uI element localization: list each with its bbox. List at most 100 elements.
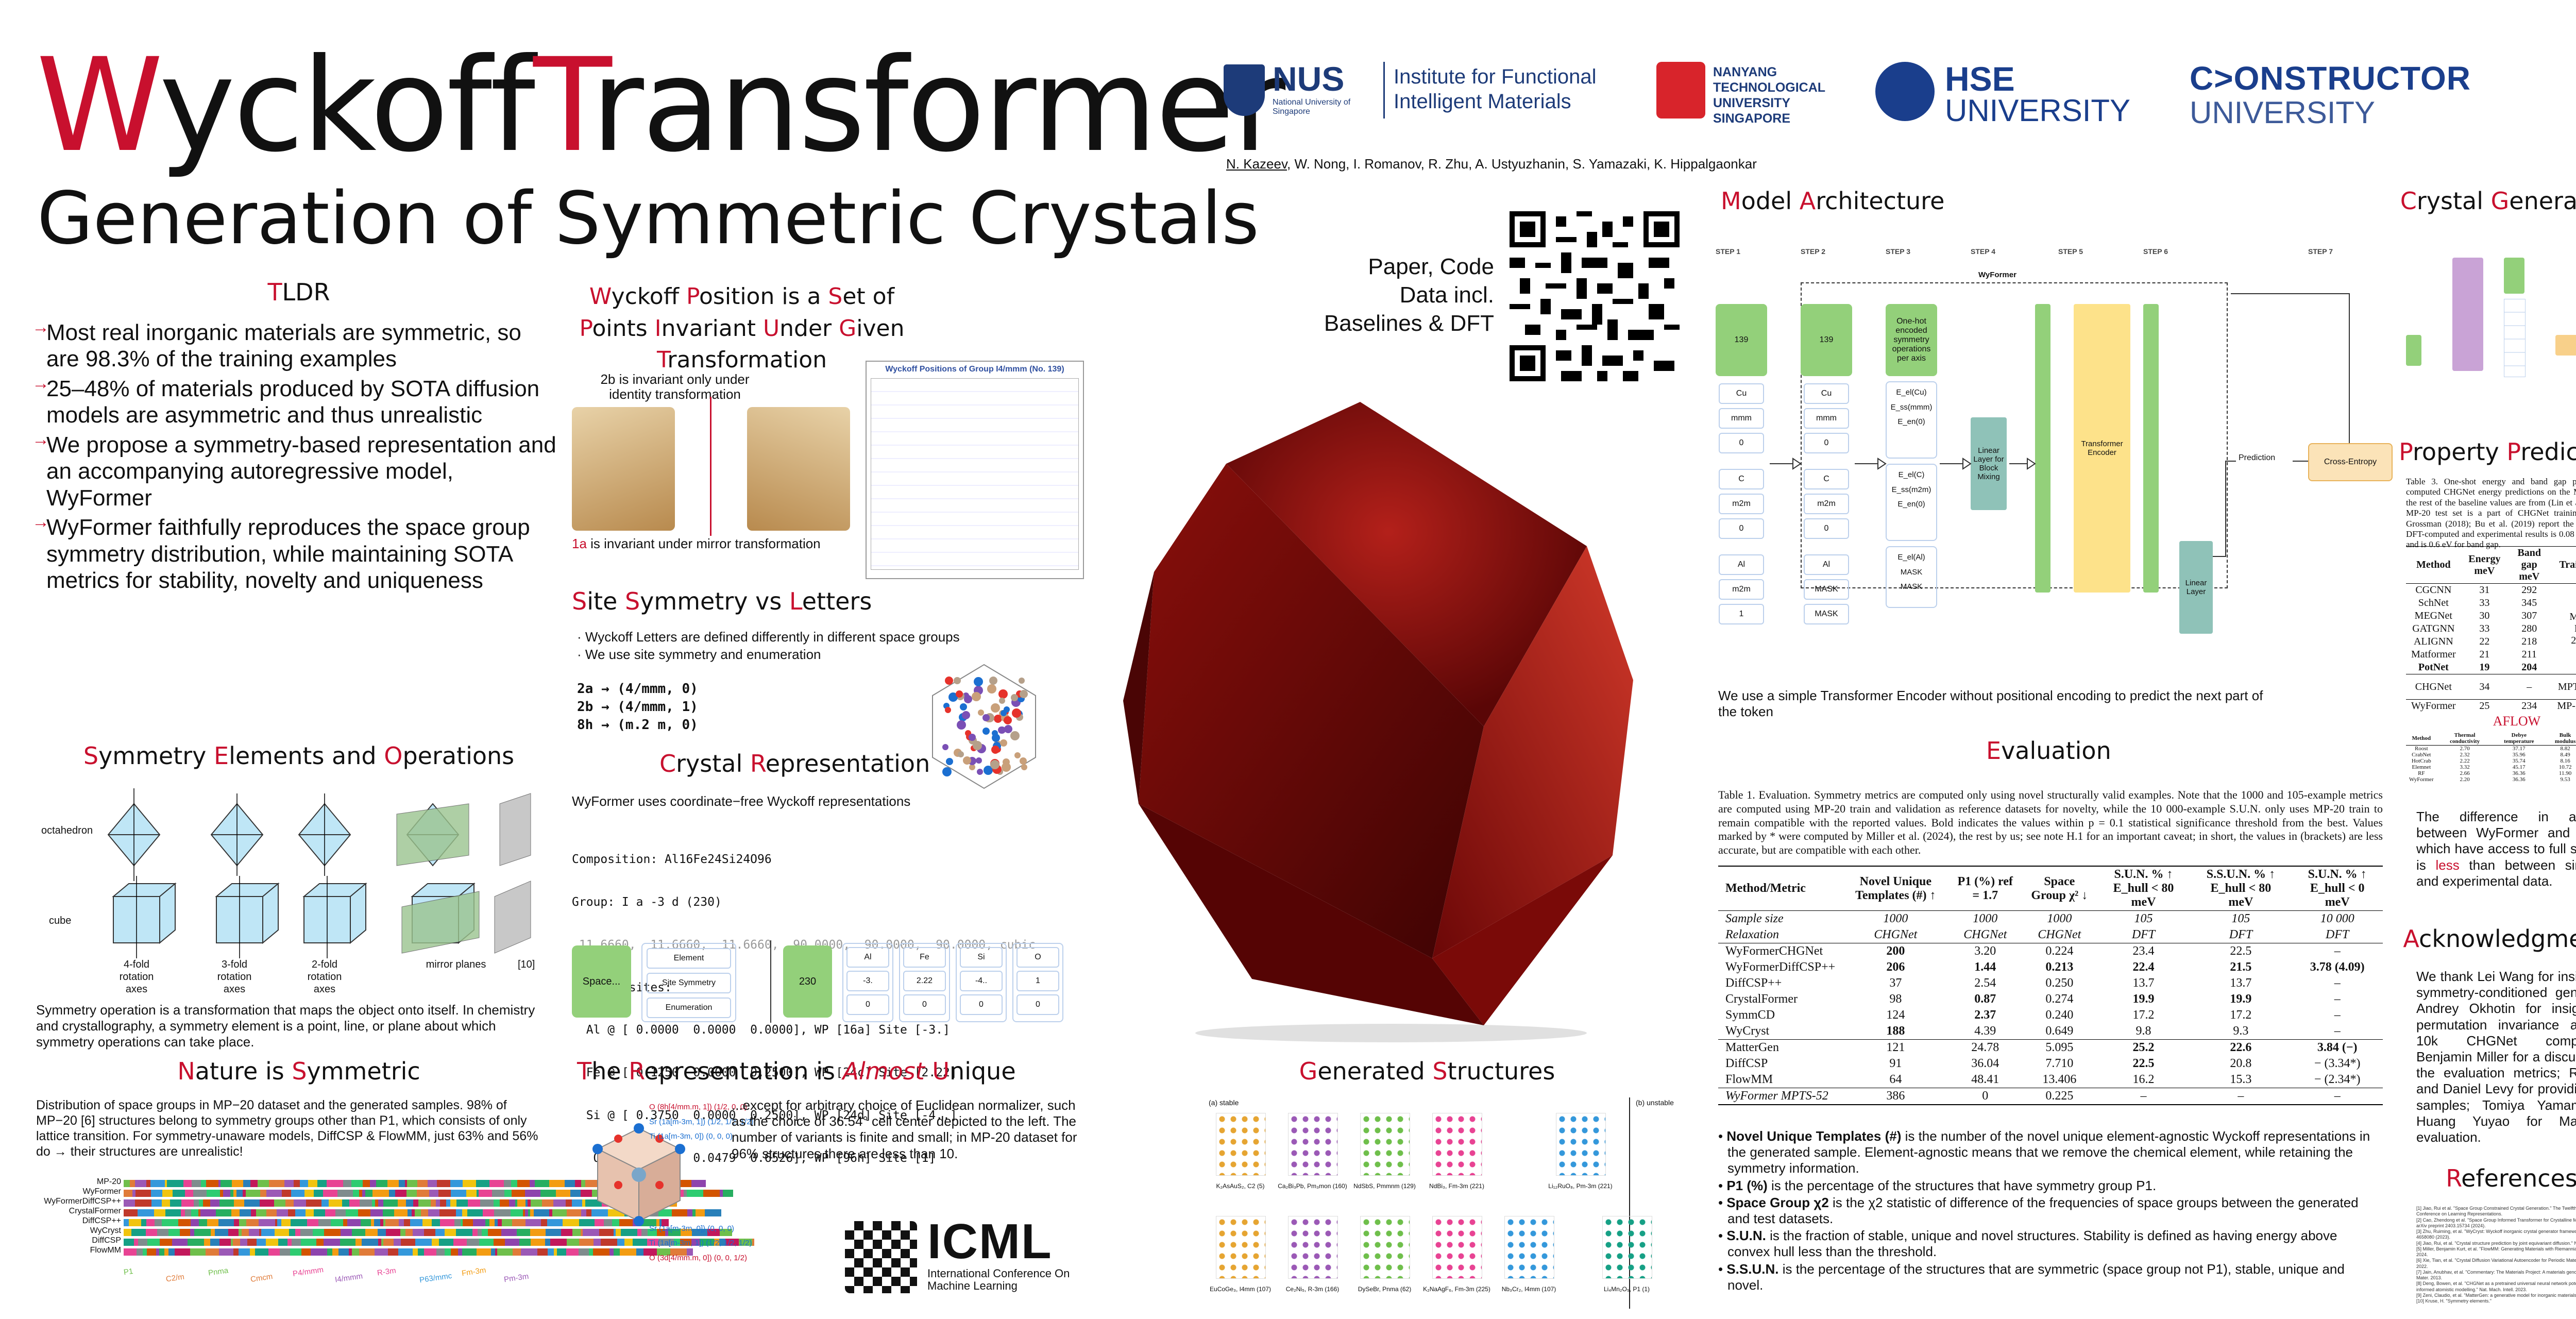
- label-2b: 2b is invariant only under identity tran…: [600, 371, 750, 402]
- generated-structure: Ce₂Ni₅, R-3m (166): [1278, 1211, 1347, 1309]
- aflow-cell: 9.53: [2560, 776, 2570, 783]
- eval-cell: CrystalFormer: [1725, 992, 1798, 1006]
- atom: [998, 726, 1005, 734]
- chart-segment: [231, 1239, 233, 1246]
- sym-col-label: mirror planes: [426, 959, 486, 970]
- chart-segment: [621, 1229, 637, 1236]
- token-cell: 1: [1016, 971, 1059, 991]
- chart-x-label: Fm-3m: [461, 1265, 487, 1278]
- chart-segment: [429, 1190, 438, 1197]
- structure-image: [1288, 1113, 1338, 1176]
- chart-segment: [609, 1248, 614, 1256]
- chart-segment: [155, 1219, 162, 1226]
- chart-segment: [147, 1248, 156, 1256]
- atom: [1004, 706, 1010, 713]
- chart-segment: [327, 1248, 332, 1256]
- chart-row-label: DiffCSP++: [82, 1216, 121, 1225]
- chart-segment: [424, 1248, 436, 1256]
- chart-segment: [162, 1190, 173, 1197]
- qr-code[interactable]: [1510, 211, 1680, 381]
- eval-cell: 13.406: [2042, 1073, 2077, 1086]
- chart-segment: [137, 1248, 143, 1256]
- chart-segment: [556, 1190, 570, 1197]
- eval-cell: 2.37: [1974, 1008, 1996, 1022]
- chart-segment: [548, 1248, 554, 1256]
- chart-segment: [658, 1239, 674, 1246]
- chart-segment: [530, 1209, 534, 1216]
- chart-segment: [404, 1219, 410, 1226]
- eval-cell: 105: [2231, 912, 2250, 925]
- chart-segment: [135, 1180, 146, 1187]
- chart-segment: [280, 1248, 290, 1256]
- prop-header: Train: [2550, 546, 2576, 584]
- chart-segment: [440, 1219, 454, 1226]
- prop-cell: PotNet: [2418, 662, 2449, 673]
- chart-segment: [306, 1199, 321, 1207]
- chart-segment: [141, 1219, 146, 1226]
- eval-note: • Space Group χ2 is the χ2 statistic of …: [1718, 1194, 2359, 1226]
- chart-segment: [124, 1180, 130, 1187]
- structure-label: K₂AsAuS₂, C2 (5): [1216, 1182, 1265, 1190]
- eval-cell: 24.78: [1948, 1039, 2022, 1056]
- aflow-cell: 2.32: [2460, 752, 2470, 758]
- chart-row-label: MP-20: [96, 1177, 121, 1186]
- aflow-cell: 37.17: [2512, 746, 2526, 752]
- generated-structure: DySeBr, Pnma (62): [1350, 1211, 1419, 1309]
- model-arch-diagram: STEP 1 STEP 2 STEP 3 STEP 4 STEP 5 STEP 6 STEP…: [1716, 247, 2401, 654]
- aflow-table: Method Thermal conductivity Debye temperat…: [2406, 732, 2576, 783]
- aflow-header: Thermal conductivity: [2436, 732, 2493, 746]
- chart-segment: [478, 1229, 482, 1236]
- chart-segment: [218, 1219, 234, 1226]
- chart-segment: [517, 1199, 526, 1207]
- chart-segment: [190, 1229, 194, 1236]
- chart-segment: [207, 1190, 220, 1197]
- chart-segment: [383, 1209, 394, 1216]
- atom: [1010, 731, 1020, 740]
- chart-segment: [692, 1229, 707, 1236]
- aflow-cell: 8.82: [2560, 746, 2570, 752]
- chart-segment: [287, 1239, 292, 1246]
- eval-cell: 2.54: [1974, 976, 1996, 990]
- chart-segment: [707, 1229, 720, 1236]
- eval-cell: 4.39: [1974, 1024, 1996, 1038]
- eval-cell: MatterGen: [1718, 1039, 1843, 1056]
- nus-crest-icon: [1224, 64, 1265, 116]
- eval-cell: 1000: [2047, 912, 2072, 925]
- chart-segment: [703, 1190, 720, 1197]
- chart-segment: [480, 1199, 494, 1207]
- chart-segment: [549, 1180, 565, 1187]
- chart-segment: [546, 1229, 561, 1236]
- eval-cell: 13.7: [2230, 976, 2252, 990]
- nature-text: Distribution of space groups in MP−20 da…: [36, 1098, 538, 1159]
- chart-segment: [178, 1219, 191, 1226]
- table-row: WyCryst 188 4.39 0.649 9.8 9.3 –: [1718, 1023, 2383, 1040]
- chart-segment: [691, 1239, 700, 1246]
- chart-segment: [206, 1180, 218, 1187]
- table-row: CGCNN 31 292 Materials Project 2018.6.1: [2406, 584, 2576, 646]
- chart-segment: [648, 1229, 657, 1236]
- atom: [978, 709, 984, 716]
- eval-note: • S.S.U.N. is the percentage of the stru…: [1718, 1261, 2345, 1293]
- arch-token: MASK: [1804, 579, 1849, 600]
- chart-segment: [167, 1180, 183, 1187]
- first-author: N. Kazeev: [1226, 156, 1287, 172]
- chart-segment: [662, 1219, 669, 1226]
- prop-cell: MP-20: [2550, 699, 2576, 713]
- chart-segment: [239, 1248, 250, 1256]
- generated-structure: Nb₃Cr₂, I4mm (107): [1494, 1211, 1564, 1309]
- atom: [942, 744, 948, 750]
- chart-segment: [581, 1180, 585, 1187]
- chart-segment: [581, 1229, 583, 1236]
- chart-segment: [466, 1190, 477, 1197]
- chart-segment: [199, 1199, 203, 1207]
- chart-segment: [313, 1229, 324, 1236]
- chart-segment: [185, 1209, 191, 1216]
- chart-row-label: WyCryst: [90, 1226, 121, 1235]
- chart-x-label: Pm-3m: [503, 1272, 530, 1284]
- chart-x-label: I4/mmm: [334, 1272, 364, 1284]
- chart-segment: [500, 1199, 509, 1207]
- atom: [991, 703, 1000, 713]
- chart-segment: [181, 1199, 194, 1207]
